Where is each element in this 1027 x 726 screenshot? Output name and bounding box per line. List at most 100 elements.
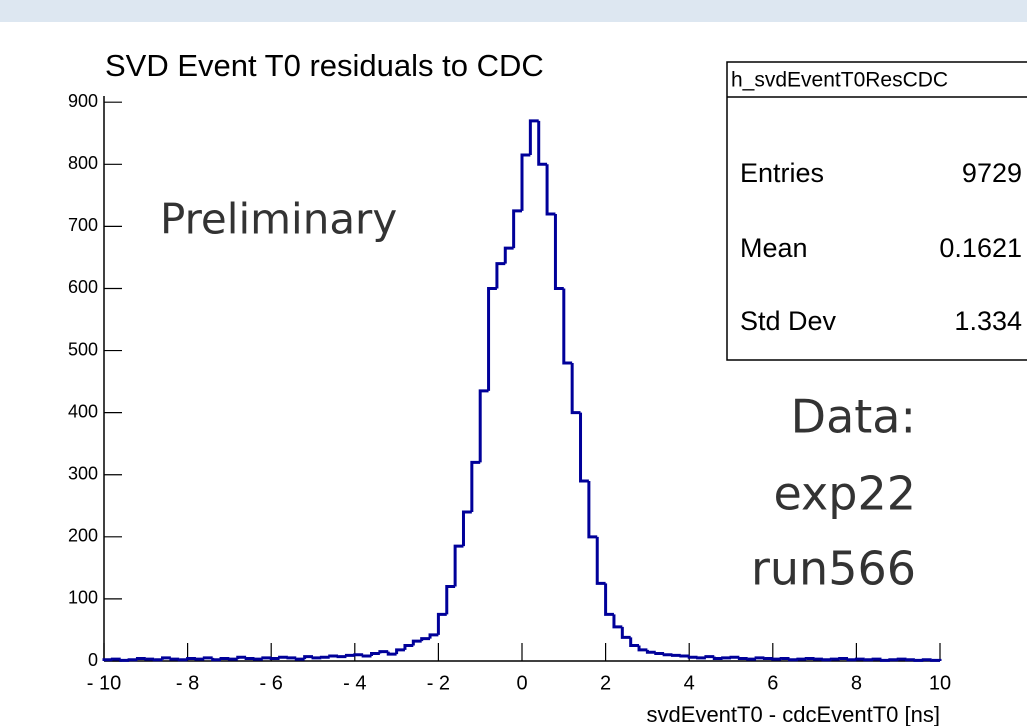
histogram-bin: [579, 412, 589, 483]
histogram-bin: [896, 657, 907, 661]
histogram-bin: [411, 639, 422, 646]
stats-frame: [726, 61, 1027, 361]
histogram-bin: [854, 657, 865, 661]
x-tick-label: 4: [684, 672, 695, 694]
histogram-bin: [570, 362, 581, 415]
histogram-bin: [520, 153, 531, 211]
x-tick-label: - 6: [260, 672, 283, 694]
histogram-bin: [336, 655, 347, 659]
histogram-bin: [194, 657, 205, 661]
histogram-bin: [813, 657, 823, 661]
histogram-bin: [645, 649, 656, 654]
histogram-bin: [420, 637, 431, 642]
y-tick-label: 900: [68, 91, 98, 111]
histogram-bin: [453, 544, 464, 587]
histogram-bin: [595, 536, 606, 585]
histogram-bin: [712, 656, 723, 661]
histogram-bin: [445, 584, 456, 615]
histogram-bin: [395, 648, 405, 655]
histogram-bin: [344, 653, 355, 657]
histogram-bin: [461, 510, 472, 547]
histogram-bin: [495, 262, 506, 289]
x-tick-label: 0: [516, 672, 527, 694]
stats-value: 9729: [962, 158, 1022, 188]
histogram-bin: [127, 658, 138, 662]
histogram-bin: [161, 656, 171, 660]
histogram-bin: [294, 657, 305, 661]
histogram-bin: [428, 633, 439, 639]
histogram-bin: [637, 645, 648, 652]
y-tick-label: 600: [68, 277, 98, 297]
histogram-bin: [378, 650, 389, 654]
histogram-bin: [679, 654, 690, 658]
histogram-bin: [687, 655, 698, 659]
y-tick-label: 400: [68, 401, 98, 421]
histogram-bin: [754, 656, 765, 660]
histogram-bin: [361, 654, 372, 658]
y-tick-label: 500: [68, 339, 98, 359]
annotation: run566: [751, 542, 916, 596]
annotation: exp22: [774, 467, 916, 521]
histogram-bin: [487, 286, 497, 391]
histogram-bin: [278, 655, 288, 659]
stats-name: Entries: [740, 158, 824, 188]
histogram-bin: [236, 655, 247, 660]
annotation: Preliminary: [160, 195, 397, 244]
histogram-bin: [846, 658, 857, 662]
histogram-bin: [478, 389, 489, 463]
annotation: Data:: [791, 390, 916, 444]
stats-value: 1.334: [954, 306, 1022, 336]
histogram-bin: [696, 656, 706, 660]
histogram-bin: [386, 651, 397, 656]
histogram-bin: [562, 288, 573, 365]
histogram-bin: [879, 658, 890, 662]
histogram-bin: [729, 655, 740, 659]
histogram-bin: [871, 657, 882, 661]
histogram-bin: [704, 655, 715, 659]
histogram-bin: [219, 657, 230, 661]
histogram-bin: [144, 657, 155, 661]
histogram-bin: [186, 657, 196, 661]
histogram-bin: [537, 120, 548, 166]
histogram-bin: [888, 658, 899, 662]
chart-title: SVD Event T0 residuals to CDC: [105, 48, 544, 83]
x-tick-label: - 2: [427, 672, 450, 694]
histogram-bin: [863, 658, 874, 662]
histogram-bin: [779, 657, 790, 661]
histogram-bin: [930, 658, 942, 662]
y-tick-label: 800: [68, 153, 98, 173]
stats-name: Mean: [740, 233, 808, 263]
x-tick-label: - 8: [176, 672, 199, 694]
histogram-bin: [177, 658, 188, 662]
histogram-bin: [328, 654, 339, 658]
histogram-bin: [670, 653, 681, 657]
histogram-bin: [796, 657, 807, 661]
histogram-bin: [169, 657, 180, 661]
histogram-bin: [905, 658, 915, 662]
histogram-bin: [737, 657, 748, 661]
histogram-bin: [135, 657, 146, 661]
histogram-bin: [821, 658, 832, 662]
histogram-bin: [470, 460, 481, 512]
histogram-bin: [119, 658, 130, 662]
y-tick-label: 700: [68, 215, 98, 235]
histogram-bin: [102, 658, 113, 662]
histogram-bin: [202, 656, 213, 660]
y-tick-label: 300: [68, 463, 98, 483]
histogram-bin: [252, 657, 263, 661]
histogram-bin: [721, 656, 731, 660]
histogram-bin: [587, 480, 598, 539]
histogram-bin: [512, 209, 522, 249]
histogram-bin: [604, 583, 614, 616]
histogram-bin: [829, 657, 840, 661]
x-tick-label: 6: [767, 672, 778, 694]
y-tick-label: 100: [68, 588, 98, 608]
histogram-bin: [269, 657, 280, 661]
x-tick-label: 2: [600, 672, 611, 694]
histogram-bin: [403, 643, 414, 650]
histogram-bin: [838, 657, 849, 661]
histogram-bin: [662, 653, 673, 657]
stats-name: Std Dev: [740, 306, 837, 336]
x-tick-label: - 4: [343, 672, 366, 694]
